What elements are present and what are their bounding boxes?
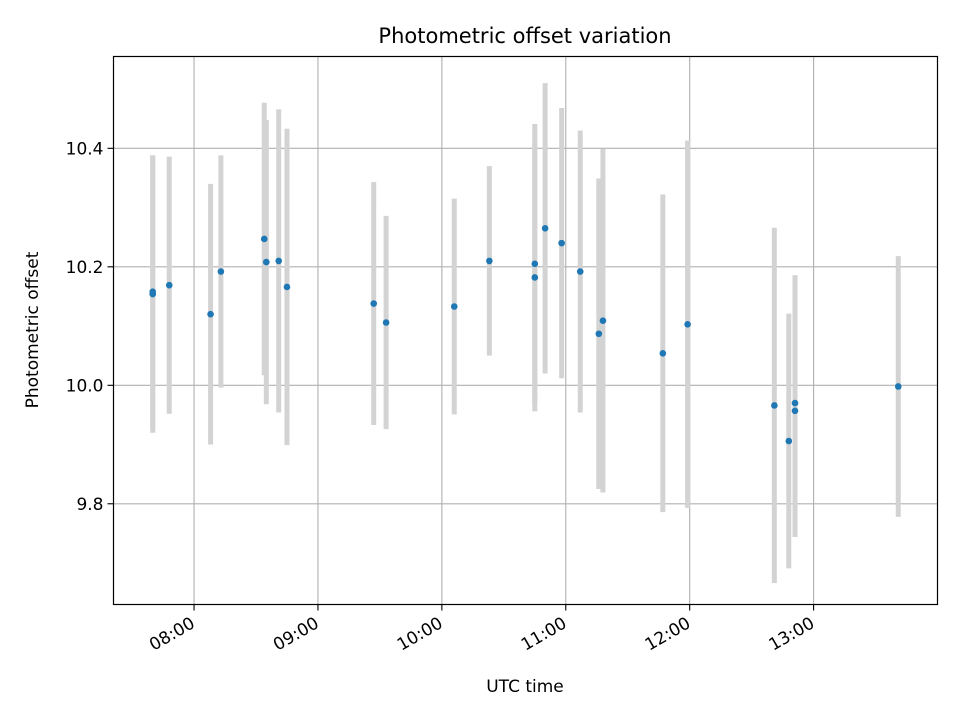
data-point: [576, 268, 584, 275]
error-bars: [150, 83, 901, 584]
data-point: [785, 437, 793, 445]
data-point: [370, 300, 378, 307]
data-point: [382, 319, 390, 326]
y-tick-label: 9.8: [76, 495, 103, 515]
y-tick-label: 10.2: [66, 258, 104, 278]
data-points: [149, 225, 902, 445]
data-point: [791, 407, 799, 415]
data-point: [283, 283, 291, 291]
x-tick-label: 09:00: [270, 614, 322, 656]
y-tick-label: 10.0: [66, 376, 104, 396]
x-tick-label: 11:00: [518, 614, 570, 656]
x-tick-label: 13:00: [766, 614, 818, 656]
data-point: [486, 257, 493, 265]
plot-frame: [112, 55, 939, 606]
data-point: [771, 402, 778, 409]
data-point: [595, 330, 603, 338]
x-tick-label: 12:00: [642, 614, 694, 656]
x-tick-label: 10:00: [394, 614, 446, 656]
x-axis: 08:00 09:00 10:00 11:00 12:00 13:00: [146, 604, 818, 656]
y-axis-label: Photometric offset: [23, 251, 43, 408]
y-tick-label: 10.4: [66, 139, 104, 159]
data-point: [275, 257, 283, 265]
data-point: [165, 281, 173, 289]
data-point: [541, 225, 549, 232]
data-point: [558, 239, 565, 247]
data-point: [149, 290, 157, 298]
chart-title: Photometric offset variation: [378, 24, 671, 48]
data-point: [894, 383, 902, 390]
data-point: [684, 320, 691, 328]
grid: [113, 56, 938, 605]
data-point: [260, 235, 268, 243]
data-point: [450, 303, 458, 310]
data-point: [263, 258, 270, 266]
data-point: [791, 399, 799, 407]
data-point: [217, 268, 225, 275]
data-point: [531, 260, 539, 268]
data-point: [531, 274, 539, 281]
y-axis: 9.8 10.0 10.2 10.4: [66, 139, 114, 515]
data-point: [599, 317, 607, 325]
x-tick-label: 08:00: [146, 614, 198, 656]
data-point: [207, 310, 214, 318]
data-point: [659, 350, 667, 357]
x-axis-label: UTC time: [486, 677, 564, 697]
